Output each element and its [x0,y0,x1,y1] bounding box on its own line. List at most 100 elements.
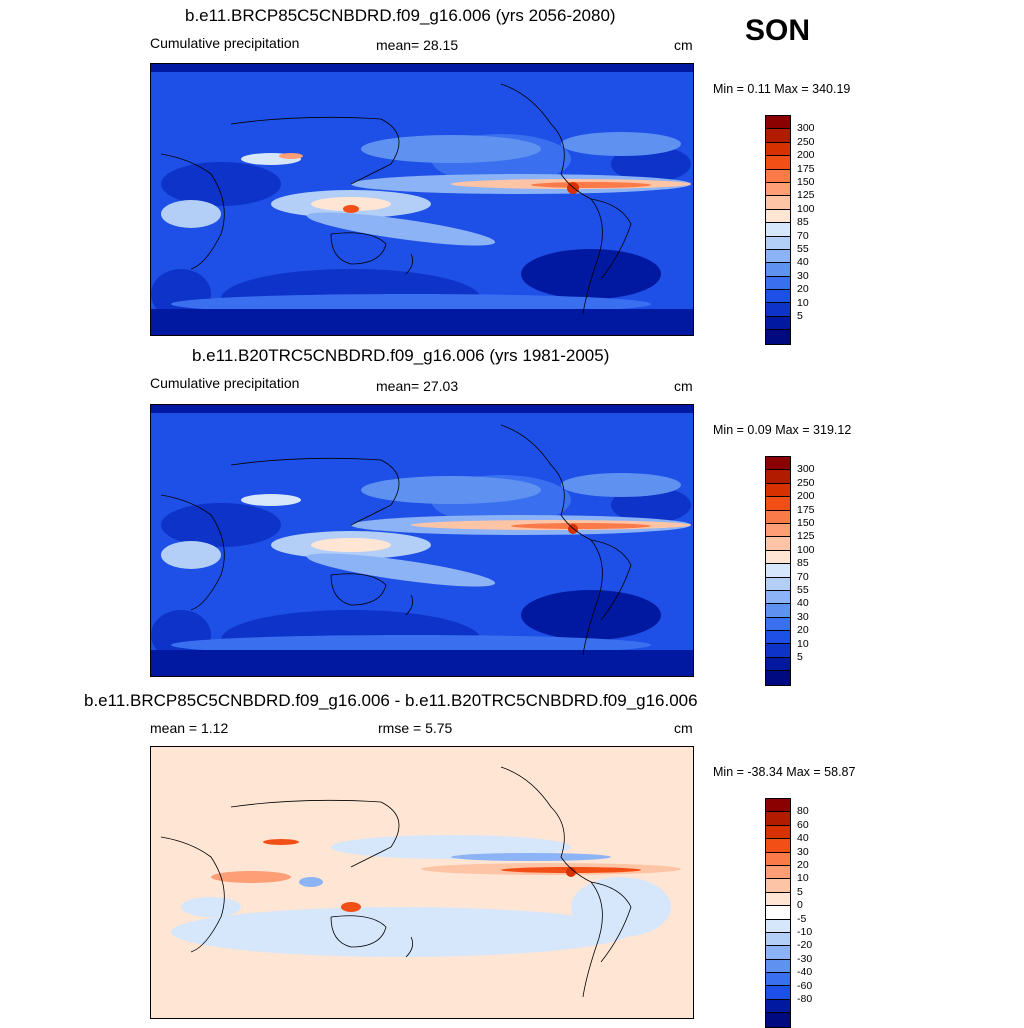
colorbar-swatch [766,537,790,551]
colorbar-swatch [766,497,790,511]
colorbar-swatch [766,223,790,237]
panel1-map [150,63,694,336]
colorbar-swatch [766,932,790,947]
colorbar-swatch [766,631,790,645]
panel3-units: cm [674,720,693,736]
panel2-left-label: Cumulative precipitation [150,375,300,391]
colorbar-swatch [766,182,790,197]
colorbar-swatch [766,657,790,672]
colorbar-swatch [766,457,790,471]
colorbar-tick-label: 55 [797,243,809,255]
colorbar-swatch [766,617,790,632]
panel2-title: b.e11.B20TRC5CNBDRD.f09_g16.006 (yrs 198… [192,346,610,365]
colorbar-tick-label: 150 [797,517,815,529]
colorbar-swatch [766,236,790,250]
colorbar-swatch [766,156,790,170]
colorbar-swatch [766,510,790,524]
colorbar-tick-label: -60 [797,979,813,992]
panel2-colorbar-swatches [765,456,791,686]
panel3-title: b.e11.BRCP85C5CNBDRD.f09_g16.006 - b.e11… [84,691,698,710]
colorbar-tick-label: 100 [797,202,815,215]
colorbar-tick-label: 5 [797,651,803,663]
panel1-title: b.e11.BRCP85C5CNBDRD.f09_g16.006 (yrs 20… [185,6,616,25]
colorbar-swatch [766,209,790,224]
colorbar-tick-label: 100 [797,543,815,556]
colorbar-swatch [766,276,790,291]
colorbar-tick-label: 10 [797,637,809,650]
panel1-colorbar: 300 250 200 175 150 125 100 85 70 55 40 30 20 10 5 [765,115,815,345]
colorbar-swatch [766,973,790,987]
colorbar-swatch [766,892,790,907]
colorbar-tick-label: -5 [797,912,807,925]
panel2-mean-label: mean= 27.03 [376,378,459,394]
colorbar-swatch [766,812,790,826]
colorbar-swatch [766,604,790,618]
colorbar-tick-label: -10 [797,926,813,938]
panel3-mean-label: mean = 1.12 [150,720,229,736]
colorbar-tick-label: 300 [797,463,815,476]
colorbar-swatch [766,999,790,1014]
colorbar-swatch [766,865,790,880]
panel1-minmax: Min = 0.11 Max = 340.19 [713,82,851,96]
panel3-colorbar: 80 60 40 30 20 10 5 0 -5 -10 -20 -30 -40 -60 -80 [765,798,812,1028]
colorbar-tick-label: 60 [797,818,809,831]
colorbar-tick-label: -80 [797,993,813,1005]
colorbar-tick-label: 20 [797,624,809,637]
colorbar-tick-label: 175 [797,503,815,516]
colorbar-swatch [766,671,790,685]
colorbar-swatch [766,946,790,960]
panel2-colorbar: 300 250 200 175 150 125 100 85 70 55 40 30 20 10 5 [765,456,815,686]
colorbar-swatch [766,590,790,605]
colorbar-tick-label: 30 [797,269,809,282]
colorbar-tick-label: 125 [797,530,815,543]
colorbar-tick-label: 200 [797,149,815,162]
colorbar-tick-label: 125 [797,189,815,202]
colorbar-swatch [766,986,790,1000]
colorbar-tick-label: 10 [797,296,809,309]
colorbar-swatch [766,129,790,143]
colorbar-swatch [766,906,790,920]
colorbar-swatch [766,919,790,933]
panel1-left-label: Cumulative precipitation [150,35,300,51]
colorbar-tick-label: 40 [797,597,809,610]
panel1-colorbar-swatches [765,115,791,345]
colorbar-swatch [766,1013,790,1027]
colorbar-tick-label: 5 [797,310,803,322]
colorbar-swatch [766,142,790,157]
colorbar-tick-label: -40 [797,966,813,979]
colorbar-swatch [766,959,790,974]
colorbar-swatch [766,879,790,893]
panel3-minmax: Min = -38.34 Max = 58.87 [713,765,856,779]
colorbar-swatch [766,550,790,565]
colorbar-tick-label: 175 [797,162,815,175]
colorbar-tick-label: -30 [797,952,813,965]
colorbar-swatch [766,470,790,484]
colorbar-swatch [766,644,790,658]
panel3-map [150,746,694,1019]
colorbar-swatch [766,852,790,866]
colorbar-swatch [766,483,790,498]
colorbar-tick-label: -20 [797,939,813,952]
colorbar-swatch [766,839,790,853]
panel3-colorbar-swatches [765,798,791,1028]
colorbar-swatch [766,316,790,331]
panel1-units: cm [674,37,693,53]
colorbar-swatch [766,564,790,578]
colorbar-tick-label: 85 [797,557,809,570]
panel3-rmse-label: rmse = 5.75 [378,720,453,736]
colorbar-swatch [766,290,790,304]
colorbar-tick-label: 20 [797,859,809,871]
panel2-units: cm [674,378,693,394]
colorbar-tick-label: 30 [797,610,809,623]
colorbar-tick-label: 5 [797,885,803,898]
colorbar-tick-label: 30 [797,845,809,858]
colorbar-tick-label: 10 [797,872,809,885]
colorbar-tick-label: 250 [797,135,815,148]
colorbar-tick-label: 55 [797,584,809,596]
colorbar-swatch [766,523,790,538]
panel1-mean-label: mean= 28.15 [376,37,459,53]
colorbar-swatch [766,249,790,264]
colorbar-swatch [766,263,790,277]
colorbar-tick-label: 70 [797,229,809,242]
colorbar-tick-label: 150 [797,176,815,188]
